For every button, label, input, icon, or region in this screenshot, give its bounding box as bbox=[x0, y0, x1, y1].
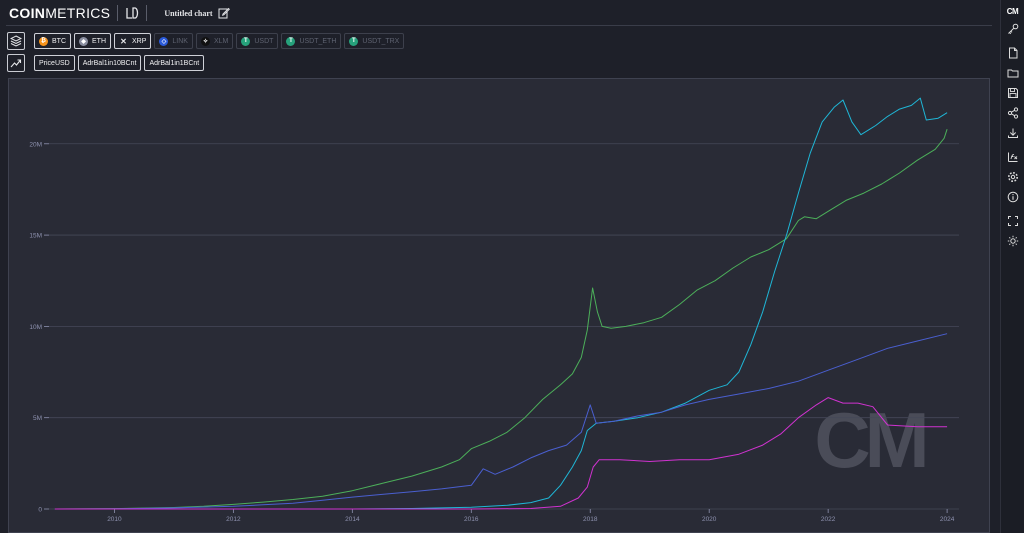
y-tick-label: 15M bbox=[29, 233, 42, 240]
series-line-blue bbox=[54, 333, 948, 510]
share-icon[interactable] bbox=[1006, 106, 1020, 120]
download-icon[interactable] bbox=[1006, 126, 1020, 140]
y-tick-label: 5M bbox=[33, 415, 42, 422]
usdt-icon: T bbox=[286, 36, 296, 46]
x-tick-label: 2020 bbox=[702, 516, 717, 523]
x-tick-label: 2022 bbox=[821, 516, 836, 523]
right-toolbar: CM bbox=[1000, 0, 1024, 533]
asset-chip-link[interactable]: ◇ LINK bbox=[154, 33, 193, 49]
asset-chip-xrp[interactable]: ✕ XRP bbox=[114, 33, 152, 49]
series-line-green bbox=[54, 129, 948, 510]
y-tick-label: 20M bbox=[29, 141, 42, 148]
layout-icon[interactable] bbox=[125, 6, 139, 20]
usdt-icon: T bbox=[349, 36, 359, 46]
metric-chip-priceusd[interactable]: PriceUSD bbox=[34, 55, 75, 71]
coinmetrics-logo[interactable]: COINMETRICS bbox=[9, 5, 110, 21]
metric-chip-adrbal-10b[interactable]: AdrBal1in10BCnt bbox=[77, 55, 142, 71]
metric-chip-adrbal-1b[interactable]: AdrBal1in1BCnt bbox=[144, 55, 205, 71]
asset-chip-usdt[interactable]: T USDT bbox=[236, 33, 279, 49]
header: COINMETRICS Untitled chart bbox=[0, 0, 996, 26]
link-icon: ◇ bbox=[159, 36, 169, 46]
x-tick-label: 2018 bbox=[583, 516, 598, 523]
eth-icon: ◆ bbox=[79, 36, 88, 46]
folder-icon[interactable] bbox=[1006, 66, 1020, 80]
xlm-icon: ✧ bbox=[200, 36, 210, 46]
asset-label: USDT_ETH bbox=[299, 37, 337, 45]
trend-icon[interactable] bbox=[7, 54, 25, 72]
chart-area[interactable]: CM 0 5M 10M 15M 20M 2010 2012 2014 2016 2018 2020 20… bbox=[8, 78, 990, 533]
theme-icon[interactable] bbox=[1006, 234, 1020, 248]
asset-chip-usdt-trx[interactable]: T USDT_TRX bbox=[344, 33, 405, 49]
usdt-icon: T bbox=[241, 36, 251, 46]
logo-coin: COIN bbox=[9, 5, 46, 21]
y-tick-label: 0 bbox=[38, 507, 42, 514]
asset-chip-usdt-eth[interactable]: T USDT_ETH bbox=[281, 33, 342, 49]
x-tick-label: 2014 bbox=[345, 516, 360, 523]
asset-label: XLM bbox=[213, 37, 229, 45]
header-divider bbox=[146, 5, 148, 21]
layers-icon[interactable] bbox=[7, 32, 25, 50]
btc-icon: ₿ bbox=[39, 36, 48, 46]
x-tick-label: 2016 bbox=[464, 516, 479, 523]
header-divider bbox=[117, 5, 119, 21]
cm-watermark: CM bbox=[814, 396, 924, 484]
asset-chip-eth[interactable]: ◆ ETH bbox=[74, 33, 111, 49]
save-icon[interactable] bbox=[1006, 86, 1020, 100]
y-tick-label: 10M bbox=[29, 324, 42, 331]
formula-icon[interactable] bbox=[1006, 150, 1020, 164]
x-tick-label: 2024 bbox=[940, 516, 955, 523]
x-tick-label: 2012 bbox=[226, 516, 241, 523]
info-icon[interactable] bbox=[1006, 190, 1020, 204]
asset-label: ETH bbox=[92, 37, 106, 45]
series-line-cyan bbox=[54, 97, 948, 510]
chart-svg[interactable]: CM 0 5M 10M 15M 20M 2010 2012 2014 2016 2018 2020 20… bbox=[9, 79, 989, 532]
new-file-icon[interactable] bbox=[1006, 46, 1020, 60]
xrp-icon: ✕ bbox=[120, 36, 127, 46]
chart-title[interactable]: Untitled chart bbox=[164, 8, 213, 18]
settings-icon[interactable] bbox=[1006, 170, 1020, 184]
asset-label: LINK bbox=[172, 37, 188, 45]
asset-chip-xlm[interactable]: ✧ XLM bbox=[195, 33, 234, 49]
cm-logo[interactable]: CM bbox=[1006, 7, 1019, 16]
metric-selector-row: PriceUSD AdrBal1in10BCnt AdrBal1in1BCnt bbox=[7, 54, 205, 72]
x-tick-label: 2010 bbox=[107, 516, 122, 523]
edit-icon[interactable] bbox=[218, 7, 230, 19]
asset-chip-btc[interactable]: ₿ BTC bbox=[34, 33, 71, 49]
asset-label: USDT_TRX bbox=[362, 37, 400, 45]
key-icon[interactable] bbox=[1006, 22, 1020, 36]
asset-label: BTC bbox=[52, 37, 66, 45]
header-rule bbox=[6, 25, 992, 26]
fullscreen-icon[interactable] bbox=[1006, 214, 1020, 228]
asset-label: USDT bbox=[254, 37, 274, 45]
asset-selector-row: ₿ BTC ◆ ETH ✕ XRP ◇ LINK ✧ XLM T USDT T USDT_ET… bbox=[7, 32, 405, 50]
series-line-magenta bbox=[54, 397, 948, 510]
logo-metrics: METRICS bbox=[45, 5, 111, 21]
asset-label: XRP bbox=[132, 37, 147, 45]
